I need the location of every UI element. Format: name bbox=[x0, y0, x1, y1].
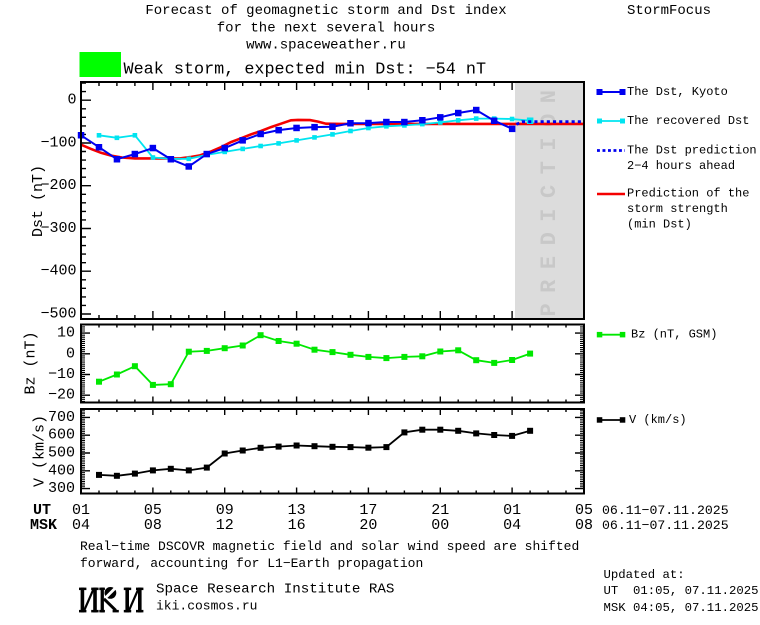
svg-text:Forecast of geomagnetic storm: Forecast of geomagnetic storm and Dst in… bbox=[145, 3, 506, 19]
svg-text:UT: UT bbox=[33, 502, 51, 519]
svg-text:storm strength: storm strength bbox=[627, 202, 728, 216]
svg-text:V (km/s): V (km/s) bbox=[629, 413, 687, 427]
svg-text:01: 01 bbox=[72, 502, 90, 519]
svg-text:16: 16 bbox=[288, 517, 306, 534]
svg-text:Updated at:: Updated at: bbox=[604, 568, 685, 582]
svg-text:05: 05 bbox=[575, 502, 593, 519]
svg-text:01: 01 bbox=[503, 502, 521, 519]
svg-text:www.spaceweather.ru: www.spaceweather.ru bbox=[246, 38, 406, 54]
svg-text:600: 600 bbox=[48, 427, 75, 444]
svg-text:StormFocus: StormFocus bbox=[627, 3, 711, 19]
svg-text:10: 10 bbox=[57, 325, 75, 342]
svg-text:12: 12 bbox=[216, 517, 234, 534]
svg-text:Weak storm, expected min Dst:: Weak storm, expected min Dst: −54 nT bbox=[124, 61, 487, 80]
svg-text:0: 0 bbox=[67, 92, 76, 109]
svg-text:20: 20 bbox=[359, 517, 377, 534]
svg-text:The Dst, Kyoto: The Dst, Kyoto bbox=[627, 85, 728, 99]
svg-text:0: 0 bbox=[66, 345, 75, 362]
svg-text:The recovered Dst: The recovered Dst bbox=[627, 114, 749, 128]
svg-text:13: 13 bbox=[288, 502, 306, 519]
svg-text:05: 05 bbox=[144, 502, 162, 519]
svg-text:−300: −300 bbox=[40, 220, 76, 237]
svg-text:V (km/s): V (km/s) bbox=[32, 415, 49, 487]
svg-text:400: 400 bbox=[48, 462, 75, 479]
svg-text:−100: −100 bbox=[40, 135, 76, 152]
svg-text:300: 300 bbox=[48, 480, 75, 497]
svg-text:06.11−07.11.2025: 06.11−07.11.2025 bbox=[602, 503, 729, 518]
svg-text:−20: −20 bbox=[48, 387, 75, 404]
svg-text:for the next several hours: for the next several hours bbox=[217, 21, 435, 37]
svg-text:00: 00 bbox=[431, 517, 449, 534]
svg-text:−10: −10 bbox=[48, 366, 75, 383]
svg-text:−400: −400 bbox=[40, 263, 76, 280]
svg-text:PREDICTION: PREDICTION bbox=[537, 79, 562, 316]
svg-text:(min Dst): (min Dst) bbox=[627, 218, 692, 232]
svg-text:17: 17 bbox=[359, 502, 377, 519]
svg-text:04: 04 bbox=[503, 517, 521, 534]
svg-text:UT 01:05, 07.11.2025: UT 01:05, 07.11.2025 bbox=[604, 584, 759, 598]
svg-text:Prediction of the: Prediction of the bbox=[627, 187, 749, 201]
svg-text:08: 08 bbox=[575, 517, 593, 534]
svg-text:MSK 04:05, 07.11.2025: MSK 04:05, 07.11.2025 bbox=[604, 601, 759, 615]
svg-text:−200: −200 bbox=[40, 177, 76, 194]
svg-text:Real−time DSCOVR magnetic fiel: Real−time DSCOVR magnetic field and sola… bbox=[80, 539, 579, 554]
svg-text:08: 08 bbox=[144, 517, 162, 534]
svg-text:Bz (nT): Bz (nT) bbox=[23, 331, 40, 394]
svg-text:MSK: MSK bbox=[30, 517, 57, 534]
svg-text:Dst (nT): Dst (nT) bbox=[30, 165, 47, 237]
svg-text:700: 700 bbox=[48, 409, 75, 426]
svg-text:06.11−07.11.2025: 06.11−07.11.2025 bbox=[602, 518, 729, 533]
svg-text:iki.cosmos.ru: iki.cosmos.ru bbox=[156, 599, 257, 614]
svg-text:forward, accounting for L1−Ear: forward, accounting for L1−Earth propaga… bbox=[80, 556, 423, 571]
svg-text:04: 04 bbox=[72, 517, 90, 534]
svg-text:−500: −500 bbox=[40, 306, 76, 323]
svg-text:09: 09 bbox=[216, 502, 234, 519]
svg-text:The Dst prediction: The Dst prediction bbox=[627, 144, 757, 158]
svg-text:2−4 hours ahead: 2−4 hours ahead bbox=[627, 159, 735, 173]
svg-text:Bz (nT, GSM): Bz (nT, GSM) bbox=[631, 328, 717, 342]
svg-text:Space Research Institute RAS: Space Research Institute RAS bbox=[156, 582, 394, 598]
svg-text:21: 21 bbox=[431, 502, 449, 519]
svg-text:500: 500 bbox=[48, 445, 75, 462]
